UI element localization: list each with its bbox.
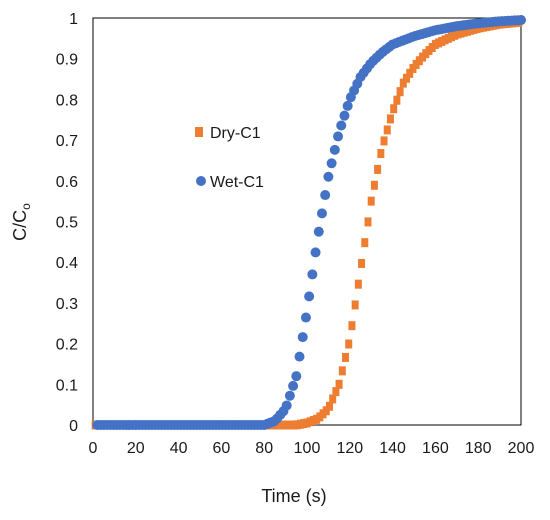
data-point-dry-c1: [338, 366, 346, 376]
data-layer: [91, 15, 526, 430]
y-tick-label: 0.8: [56, 92, 78, 109]
legend-marker-dry-c1: [195, 127, 203, 137]
legend: Dry-C1 Wet-C1: [195, 125, 264, 191]
data-point-dry-c1: [383, 125, 391, 135]
x-tick-label: 40: [170, 440, 188, 457]
x-tick-label: 200: [508, 440, 535, 457]
x-tick-label: 80: [255, 440, 273, 457]
data-point-dry-c1: [367, 196, 375, 206]
data-point-dry-c1: [329, 394, 337, 404]
series-wet-c1: [92, 15, 526, 430]
x-tick-label: 0: [89, 440, 98, 457]
data-point-wet-c1: [313, 226, 324, 237]
data-point-wet-c1: [300, 312, 311, 323]
data-point-dry-c1: [348, 321, 356, 331]
legend-marker-wet-c1: [196, 176, 206, 186]
data-point-wet-c1: [310, 247, 321, 258]
x-tick-label: 140: [379, 440, 406, 457]
y-tick-label: 0.5: [56, 215, 78, 232]
data-point-dry-c1: [377, 149, 385, 159]
data-point-dry-c1: [374, 164, 382, 174]
y-tick-label: 0: [69, 418, 78, 435]
data-point-dry-c1: [358, 258, 366, 268]
y-tick-label: 0.4: [56, 255, 78, 272]
data-point-wet-c1: [323, 171, 334, 182]
data-point-dry-c1: [335, 379, 343, 389]
data-point-dry-c1: [370, 180, 378, 190]
data-point-dry-c1: [403, 73, 411, 83]
data-point-wet-c1: [307, 269, 318, 280]
legend-label-wet-c1: Wet-C1: [210, 174, 264, 191]
y-tick-label: 0.1: [56, 377, 78, 394]
x-tick-labels: 0 20 40 60 80 100 120 140 160 180 200: [89, 440, 535, 457]
legend-label-dry-c1: Dry-C1: [210, 125, 261, 142]
data-point-wet-c1: [297, 332, 308, 343]
y-tick-label: 0.3: [56, 296, 78, 313]
data-point-dry-c1: [386, 114, 394, 124]
data-point-wet-c1: [516, 15, 526, 26]
data-point-dry-c1: [406, 68, 414, 78]
x-tick-label: 120: [336, 440, 363, 457]
data-point-wet-c1: [294, 351, 305, 362]
data-point-dry-c1: [380, 136, 388, 146]
data-point-wet-c1: [336, 120, 347, 131]
data-point-wet-c1: [329, 144, 340, 155]
data-point-wet-c1: [281, 400, 292, 411]
data-point-wet-c1: [284, 390, 295, 401]
data-point-wet-c1: [316, 208, 327, 219]
x-tick-label: 180: [465, 440, 492, 457]
data-point-wet-c1: [320, 190, 331, 201]
x-tick-label: 60: [213, 440, 231, 457]
y-tick-label: 0.2: [56, 337, 78, 354]
data-point-dry-c1: [351, 300, 359, 310]
data-point-dry-c1: [332, 387, 340, 397]
y-axis-title-subscript: o: [19, 203, 33, 210]
data-point-wet-c1: [326, 158, 337, 169]
y-axis-title: C/Co: [10, 203, 33, 241]
data-point-dry-c1: [393, 95, 401, 105]
y-tick-label: 0.6: [56, 174, 78, 191]
data-point-wet-c1: [339, 110, 350, 121]
y-tick-label: 0.9: [56, 52, 78, 69]
data-point-dry-c1: [399, 78, 407, 88]
y-tick-label: 1: [69, 11, 78, 28]
data-point-wet-c1: [291, 371, 302, 382]
data-point-dry-c1: [390, 104, 398, 114]
x-tick-label: 160: [422, 440, 449, 457]
data-point-dry-c1: [342, 352, 350, 362]
x-tick-label: 20: [127, 440, 145, 457]
data-point-dry-c1: [354, 279, 362, 289]
data-point-wet-c1: [342, 100, 353, 111]
y-tick-labels: 0 0.1 0.2 0.3 0.4 0.5 0.6 0.7 0.8 0.9 1: [56, 11, 78, 435]
x-axis-title: Time (s): [261, 486, 326, 506]
plot-area: [92, 17, 522, 426]
data-point-wet-c1: [288, 380, 299, 391]
data-point-dry-c1: [361, 238, 369, 248]
data-point-dry-c1: [364, 217, 372, 227]
data-point-dry-c1: [345, 339, 353, 349]
x-tick-label: 100: [294, 440, 321, 457]
data-point-wet-c1: [304, 291, 315, 302]
y-tick-label: 0.7: [56, 133, 78, 150]
y-axis-title-main: C/C: [10, 210, 30, 241]
data-point-dry-c1: [396, 87, 404, 97]
data-point-dry-c1: [325, 401, 333, 411]
data-point-wet-c1: [333, 131, 344, 142]
